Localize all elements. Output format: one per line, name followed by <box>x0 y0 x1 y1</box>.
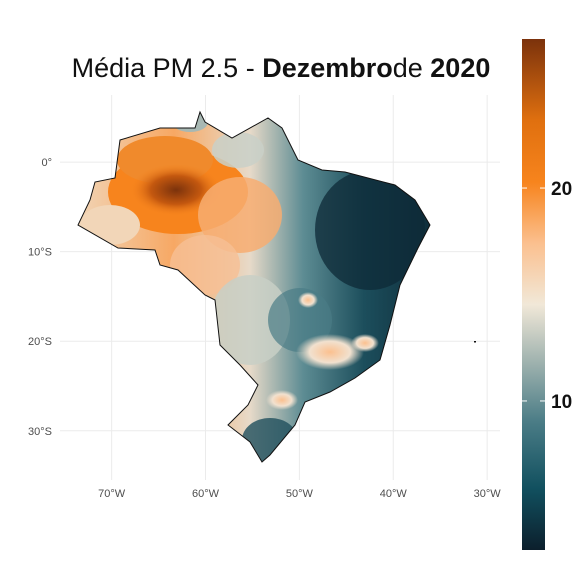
lon-tick-label: 70°W <box>98 488 126 500</box>
region-sao-paulo-hotspot <box>266 390 298 410</box>
latitude-ticks: 0° 10°S 20°S 30°S <box>28 157 52 438</box>
legend-colorbar <box>522 39 545 550</box>
region-amazon-core <box>130 164 222 216</box>
region-para-south <box>198 177 282 253</box>
lon-tick-label: 60°W <box>192 488 220 500</box>
lat-tick-label: 10°S <box>28 247 52 259</box>
region-northeast <box>315 170 425 290</box>
region-minas-hotspot-east <box>351 334 379 352</box>
legend-label: 20 <box>551 179 572 200</box>
title-year: 2020 <box>430 53 490 83</box>
legend-label: 10 <box>551 392 572 413</box>
region-goias-hotspot <box>298 292 318 308</box>
region-amapa <box>212 132 264 168</box>
brazil-outline <box>77 110 431 463</box>
lat-tick-label: 30°S <box>28 426 52 438</box>
lon-tick-label: 50°W <box>286 488 314 500</box>
map-title-text: Média PM 2.5 - Dezembrode 2020 <box>72 53 491 83</box>
lat-tick-label: 0° <box>41 157 52 169</box>
title-connector: de <box>393 53 431 83</box>
lon-tick-label: 40°W <box>380 488 408 500</box>
longitude-ticks: 70°W 60°W 50°W 40°W 30°W <box>98 488 501 500</box>
map-title: Média PM 2.5 - Dezembrode 2020 <box>72 53 491 83</box>
region-mato-grosso <box>210 275 290 365</box>
region-acre <box>80 205 140 245</box>
lat-tick-label: 20°S <box>28 336 52 348</box>
region-roraima <box>172 112 208 132</box>
lon-tick-label: 30°W <box>474 488 502 500</box>
island-marker <box>474 341 476 343</box>
region-minas-hotspot <box>296 334 364 370</box>
title-prefix: Média PM 2.5 - <box>72 53 263 83</box>
title-month: Dezembro <box>262 53 393 83</box>
brazil-choropleth <box>77 110 476 463</box>
